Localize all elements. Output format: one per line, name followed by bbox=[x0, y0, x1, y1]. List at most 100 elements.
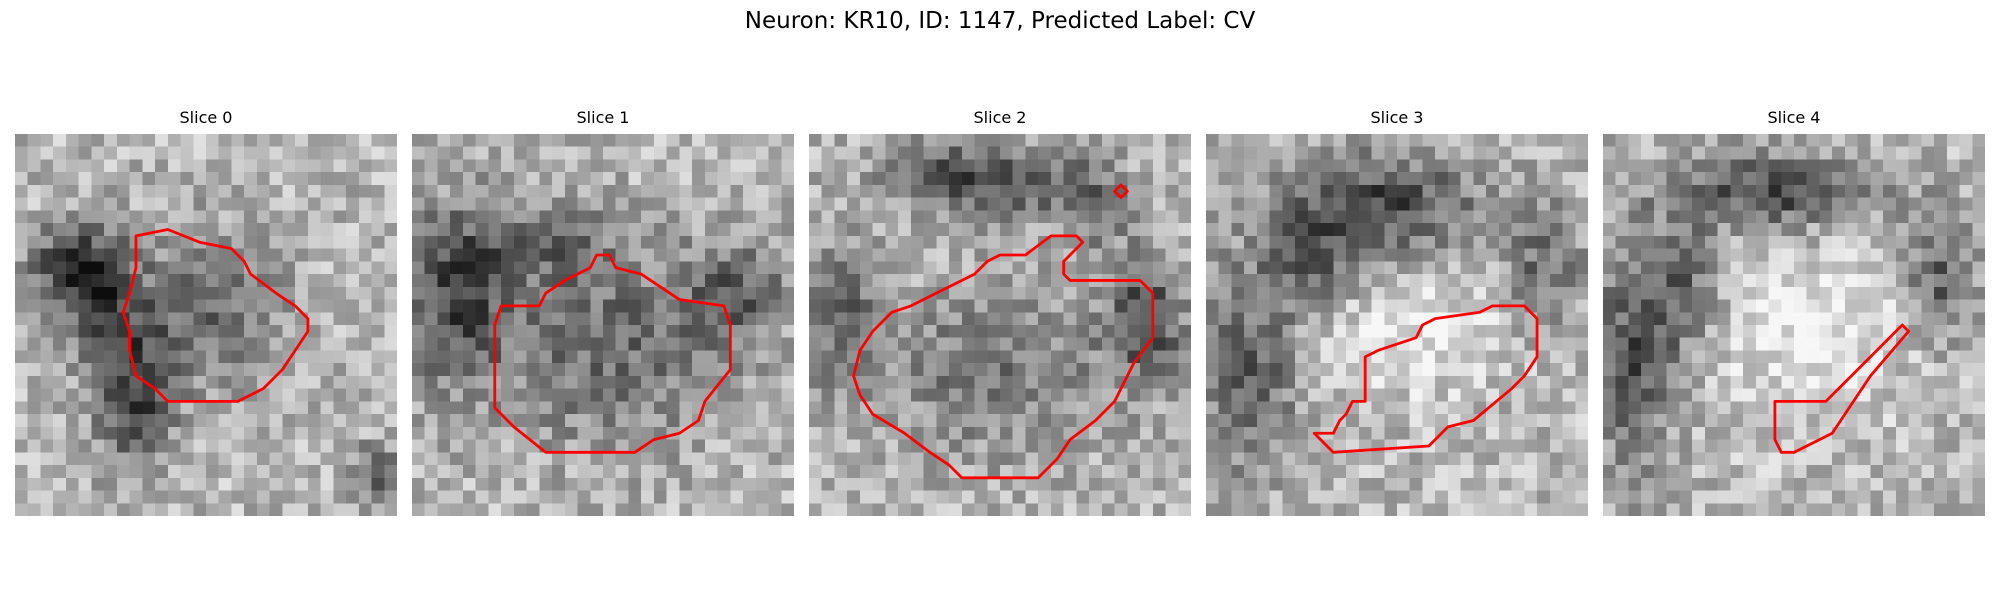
pixel bbox=[653, 375, 667, 389]
pixel bbox=[1819, 375, 1833, 389]
pixel bbox=[462, 223, 476, 237]
pixel bbox=[155, 375, 169, 389]
pixel bbox=[910, 477, 924, 491]
pixel bbox=[936, 465, 950, 479]
pixel bbox=[885, 261, 899, 275]
pixel bbox=[1140, 414, 1154, 428]
pixel bbox=[1755, 388, 1769, 402]
pixel bbox=[1972, 286, 1985, 300]
pixel bbox=[564, 388, 578, 402]
pixel bbox=[1307, 401, 1321, 415]
pixel bbox=[412, 375, 425, 389]
pixel bbox=[885, 274, 899, 288]
pixel bbox=[1511, 223, 1525, 237]
pixel bbox=[1076, 299, 1090, 313]
pixel bbox=[1537, 503, 1551, 516]
pixel bbox=[1575, 223, 1588, 237]
pixel bbox=[256, 235, 270, 249]
pixel bbox=[885, 210, 899, 224]
pixel bbox=[1063, 223, 1077, 237]
pixel bbox=[1857, 134, 1871, 147]
pixel bbox=[809, 235, 822, 249]
pixel bbox=[755, 337, 769, 351]
pixel bbox=[1730, 337, 1744, 351]
pixel bbox=[577, 477, 591, 491]
pixel bbox=[768, 375, 782, 389]
pixel bbox=[424, 490, 438, 504]
pixel bbox=[1358, 477, 1372, 491]
pixel bbox=[1498, 223, 1512, 237]
pixel bbox=[513, 312, 527, 326]
pixel bbox=[1603, 439, 1616, 453]
pixel bbox=[847, 414, 861, 428]
pixel bbox=[923, 325, 937, 338]
pixel bbox=[821, 477, 835, 491]
pixel bbox=[1063, 388, 1077, 402]
pixel bbox=[1653, 503, 1667, 516]
pixel bbox=[1101, 477, 1115, 491]
pixel bbox=[129, 401, 143, 415]
pixel bbox=[1256, 299, 1270, 313]
pixel bbox=[462, 465, 476, 479]
pixel bbox=[923, 312, 937, 326]
pixel bbox=[15, 286, 28, 300]
pixel bbox=[142, 274, 156, 288]
pixel bbox=[346, 375, 360, 389]
pixel bbox=[104, 184, 118, 198]
pixel bbox=[768, 210, 782, 224]
pixel bbox=[282, 388, 296, 402]
pixel bbox=[603, 439, 616, 453]
pixel bbox=[1101, 312, 1115, 326]
pixel bbox=[974, 210, 988, 224]
pixel bbox=[1295, 477, 1309, 491]
pixel bbox=[91, 414, 105, 428]
pixel bbox=[1857, 248, 1871, 262]
pixel bbox=[1653, 477, 1667, 491]
pixel bbox=[1730, 452, 1744, 466]
pixel bbox=[1025, 235, 1039, 249]
pixel bbox=[320, 248, 334, 262]
pixel bbox=[1934, 350, 1948, 364]
pixel bbox=[1819, 248, 1833, 262]
pixel bbox=[155, 401, 169, 415]
pixel bbox=[424, 325, 438, 338]
pixel bbox=[1076, 350, 1090, 364]
pixel bbox=[641, 299, 655, 313]
pixel bbox=[923, 477, 937, 491]
pixel bbox=[781, 465, 794, 479]
pixel bbox=[1384, 439, 1398, 453]
pixel bbox=[1000, 235, 1013, 249]
pixel bbox=[615, 134, 629, 147]
pixel bbox=[1025, 414, 1039, 428]
pixel bbox=[641, 235, 655, 249]
pixel bbox=[1025, 503, 1039, 516]
pixel bbox=[847, 401, 861, 415]
pixel bbox=[1140, 134, 1154, 147]
pixel bbox=[1679, 363, 1693, 377]
pixel bbox=[1883, 261, 1897, 275]
pixel bbox=[269, 312, 283, 326]
pixel bbox=[1282, 235, 1296, 249]
pixel bbox=[1921, 350, 1935, 364]
pixel bbox=[1256, 452, 1270, 466]
pixel bbox=[1127, 235, 1141, 249]
pixel bbox=[40, 159, 54, 173]
pixel bbox=[1409, 465, 1423, 479]
pixel bbox=[872, 299, 886, 313]
pixel bbox=[1140, 503, 1154, 516]
pixel bbox=[1038, 363, 1052, 377]
pixel bbox=[1269, 414, 1283, 428]
pixel bbox=[450, 134, 464, 147]
pixel bbox=[1781, 184, 1795, 198]
pixel bbox=[1422, 350, 1436, 364]
pixel bbox=[1921, 465, 1935, 479]
pixel bbox=[768, 299, 782, 313]
pixel bbox=[1012, 235, 1026, 249]
pixel bbox=[358, 465, 372, 479]
pixel bbox=[218, 452, 232, 466]
pixel bbox=[1895, 134, 1909, 147]
pixel bbox=[1358, 235, 1372, 249]
pixel bbox=[717, 235, 731, 249]
pixel bbox=[1781, 159, 1795, 173]
pixel bbox=[1575, 363, 1588, 377]
